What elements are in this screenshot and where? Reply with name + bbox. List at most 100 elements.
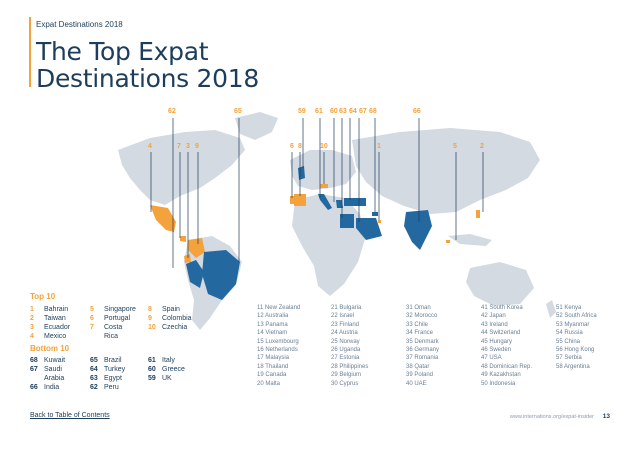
ranking-item: 39 Poland — [406, 372, 434, 379]
ranking-item: 38 Qatar — [406, 363, 430, 370]
ranking-item: 15 Luxembourg — [257, 338, 299, 345]
bottom10-row: 60 Greece — [148, 366, 185, 373]
ranking-item: 42 Japan — [481, 313, 506, 320]
ranking-column-11-20: 11 New Zealand 12 Australia 13 Panama 14… — [257, 304, 300, 388]
ranking-item: 48 Dominican Rep. — [481, 363, 533, 370]
ranking-item: 28 Philippines — [331, 363, 369, 370]
marker-60: 60 — [330, 108, 338, 115]
top10-row: 8 Spain — [148, 306, 180, 313]
marker-63: 63 — [339, 108, 347, 115]
marker-68: 68 — [369, 108, 377, 115]
land-asia — [352, 128, 540, 214]
ranking-item: 19 Canada — [257, 372, 287, 379]
bottom10-row: Arabia — [44, 375, 65, 382]
ranking-item: 35 Denmark — [406, 338, 439, 345]
land-australia — [466, 262, 534, 306]
ranking-item: 51 Kenya — [556, 305, 582, 311]
country-mexico — [150, 205, 176, 232]
country-italy — [318, 194, 332, 210]
ranking-item: 34 France — [406, 330, 434, 337]
ranking-item: 50 Indonesia — [481, 380, 516, 387]
ranking-item: 21 Bulgaria — [331, 305, 362, 311]
marker-9: 9 — [195, 143, 199, 150]
ranking-item: 36 Germany — [406, 346, 440, 353]
land-masses — [118, 112, 556, 330]
ranking-column-31-40: 31 Oman 32 Morocco 33 Chile 34 France 35… — [406, 304, 439, 388]
country-bahrain — [378, 220, 381, 223]
ranking-item: 53 Myanmar — [556, 321, 590, 328]
ranking-item: 18 Thailand — [257, 363, 289, 370]
ranking-item: 17 Malaysia — [257, 355, 290, 362]
top10-row: 1 Bahrain — [30, 306, 69, 313]
ranking-item: 49 Kazakhstan — [481, 372, 521, 379]
ranking-item: 56 Hong Kong — [556, 346, 595, 353]
ranking-item: 24 Austria — [331, 330, 358, 337]
top10-row: 10 Czechia — [148, 324, 188, 331]
ranking-item: 40 UAE — [406, 380, 427, 387]
bottom10-row: 68 Kuwait — [30, 357, 66, 364]
top10-col-1: 1 Bahrain 2 Taiwan 3 Ecuador 4 Mexico — [30, 305, 70, 341]
highlighted-countries — [150, 166, 480, 300]
top10-row: Rica — [104, 333, 119, 340]
footer-url[interactable]: www.internations.org/expat-insider — [509, 414, 594, 420]
ranking-column-21-30: 21 Bulgaria 22 Israel 23 Finland 24 Aust… — [331, 304, 368, 388]
leader-lines — [172, 118, 420, 268]
marker-66: 66 — [413, 108, 421, 115]
ranking-item: 14 Vietnam — [257, 330, 288, 337]
ranking-item: 54 Russia — [556, 330, 583, 337]
bottom10-col-2: 65 Brazil 64 Turkey 63 Egypt 62 Peru — [90, 356, 125, 392]
ranking-item: 30 Cyprus — [331, 380, 359, 387]
ranking-item: 41 South Korea — [481, 305, 523, 311]
marker-5: 5 — [453, 143, 457, 150]
marker-1: 1 — [377, 143, 381, 150]
land-europe — [290, 150, 356, 190]
top10-col-2: 5 Singapore 6 Portugal 7 Costa Rica — [90, 305, 136, 341]
ranking-item: 12 Australia — [257, 313, 289, 320]
marker-10: 10 — [320, 143, 328, 150]
top10-row: 6 Portugal — [90, 315, 131, 322]
ranking-item: 46 Sweden — [481, 346, 512, 353]
ranking-item: 47 USA — [481, 355, 502, 362]
ranking-item: 32 Morocco — [406, 313, 438, 320]
title-line-1: The Top Expat — [36, 37, 209, 66]
bottom10-row: 66 India — [30, 384, 60, 391]
country-costa-rica — [180, 236, 186, 242]
ranking-item: 57 Serbia — [556, 355, 582, 362]
bottom10-row: 63 Egypt — [90, 375, 122, 382]
ranking-item: 29 Belgium — [331, 372, 362, 379]
ranking-item: 33 Chile — [406, 321, 429, 328]
page-title: The Top Expat Destinations 2018 — [36, 38, 259, 92]
ranking-item: 23 Finland — [331, 321, 360, 328]
section-label: Expat Destinations 2018 — [36, 20, 123, 29]
marker-6: 6 — [290, 143, 294, 150]
top10-row: 5 Singapore — [90, 306, 136, 313]
bottom10-row: 59 UK — [148, 375, 172, 382]
country-taiwan — [476, 210, 480, 218]
bottom10-col-1: 68 Kuwait 67 Saudi Arabia 66 India — [30, 356, 65, 392]
bottom10-row: 61 Italy — [148, 357, 175, 364]
marker-8: 8 — [298, 143, 302, 150]
country-brazil — [202, 250, 240, 300]
country-greece — [336, 200, 343, 208]
marker-62: 62 — [168, 108, 176, 115]
top10-row: 9 Colombia — [148, 315, 192, 322]
top10-row: 3 Ecuador — [30, 324, 71, 331]
ranking-item: 16 Netherlands — [257, 346, 298, 353]
country-singapore — [446, 240, 450, 243]
ranking-item: 13 Panama — [257, 321, 288, 328]
bottom10-row: 64 Turkey — [90, 366, 126, 373]
land-new-zealand — [546, 300, 556, 318]
ranking-column-41-50: 41 South Korea 42 Japan 43 Ireland 44 Sw… — [481, 304, 532, 388]
marker-65: 65 — [234, 108, 242, 115]
back-to-toc-link[interactable]: Back to Table of Contents — [30, 412, 110, 419]
land-indonesia — [448, 234, 492, 246]
ranking-item: 31 Oman — [406, 305, 431, 311]
accent-bar — [29, 17, 31, 87]
ranking-item: 55 China — [556, 338, 581, 345]
country-ecuador — [184, 254, 191, 263]
ranking-item: 37 Romania — [406, 355, 439, 362]
bottom10-heading: Bottom 10 — [30, 344, 70, 353]
ranking-item: 43 Ireland — [481, 321, 508, 328]
ranking-item: 11 New Zealand — [257, 305, 301, 311]
